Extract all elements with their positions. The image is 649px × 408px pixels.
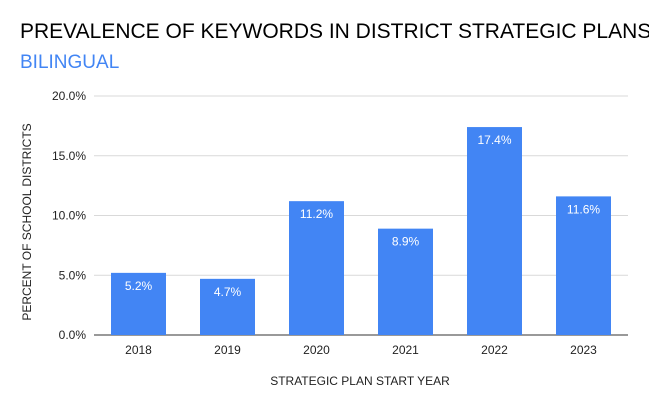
data-label-2022: 17.4%: [477, 133, 511, 147]
bar-2023: [556, 196, 611, 335]
x-tick-label: 2023: [570, 343, 597, 357]
y-axis-ticks: 0.0% 5.0% 10.0% 15.0% 20.0%: [52, 89, 86, 342]
y-tick-label: 0.0%: [59, 328, 87, 342]
bar-2022: [467, 127, 522, 335]
bar-2021: [378, 228, 433, 335]
y-tick-label: 20.0%: [52, 89, 86, 103]
chart-subtitle: BILINGUAL: [20, 52, 120, 73]
data-label-2019: 4.7%: [214, 285, 242, 299]
y-tick-label: 15.0%: [52, 149, 86, 163]
gridlines: [94, 95, 628, 336]
x-axis-title: STRATEGIC PLAN START YEAR: [270, 374, 450, 388]
chart-title: PREVALENCE OF KEYWORDS IN DISTRICT STRAT…: [20, 20, 649, 43]
x-tick-label: 2022: [481, 343, 508, 357]
bar-2018: [111, 272, 166, 335]
y-tick-label: 10.0%: [52, 209, 86, 223]
x-axis-ticks: 2018 2019 2020 2021 2022 2023: [125, 343, 597, 357]
x-tick-label: 2020: [303, 343, 330, 357]
x-tick-label: 2019: [214, 343, 241, 357]
x-tick-label: 2021: [392, 343, 419, 357]
y-tick-label: 5.0%: [59, 268, 87, 282]
data-label-2023: 11.6%: [567, 202, 600, 216]
data-label-2020: 11.2%: [300, 207, 333, 221]
x-tick-label: 2018: [125, 343, 152, 357]
bars: 5.2% 4.7% 11.2% 8.9% 17.4% 11.6%: [111, 127, 611, 335]
data-label-2021: 8.9%: [392, 235, 420, 249]
bar-2019: [200, 278, 255, 335]
bar-2020: [289, 201, 344, 335]
data-label-2018: 5.2%: [125, 279, 153, 293]
y-axis-title: PERCENT OF SCHOOL DISTRICTS: [20, 123, 34, 320]
